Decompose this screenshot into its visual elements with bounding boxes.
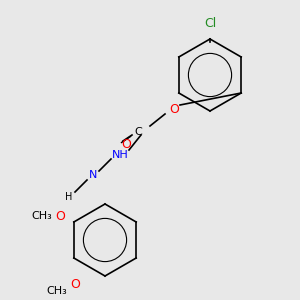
Text: CH₃: CH₃: [46, 286, 68, 296]
Text: CH₃: CH₃: [32, 211, 52, 221]
Text: O: O: [70, 278, 80, 292]
Text: H: H: [65, 191, 73, 202]
Text: O: O: [55, 209, 65, 223]
Text: O: O: [169, 103, 179, 116]
Text: O: O: [121, 137, 131, 151]
Text: N: N: [89, 170, 97, 181]
Text: Cl: Cl: [204, 17, 216, 30]
Text: NH: NH: [112, 149, 128, 160]
Text: C: C: [134, 127, 142, 137]
